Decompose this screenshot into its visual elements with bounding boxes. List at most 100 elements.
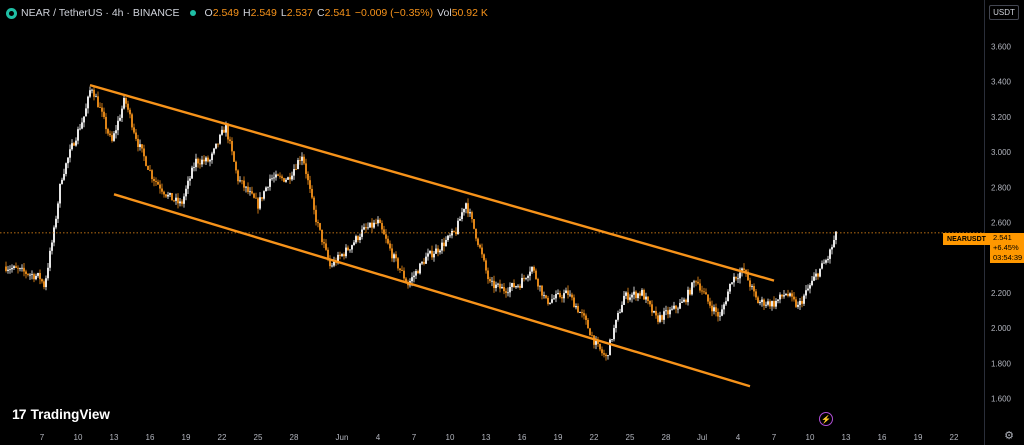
candle-body — [663, 311, 665, 320]
candle-body — [399, 268, 401, 271]
last-price-label: 2.541 +6.45% 03:54:39 — [990, 233, 1024, 263]
candle-body — [303, 156, 305, 164]
candle-body — [17, 267, 19, 269]
candle-body — [463, 208, 465, 213]
candle-body — [563, 293, 565, 299]
candle-body — [753, 286, 755, 292]
candle-body — [345, 247, 347, 257]
high-label: H — [242, 7, 251, 19]
candle-body — [513, 283, 515, 288]
candle-body — [671, 308, 673, 310]
candle-body — [651, 304, 653, 313]
candle-body — [605, 354, 607, 357]
candle-body — [485, 260, 487, 271]
symbol-title[interactable]: NEAR / TetherUS · 4h · BINANCE — [21, 7, 180, 19]
candle-body — [623, 295, 625, 305]
candle-body — [61, 179, 63, 184]
candle-body — [9, 269, 11, 271]
candle-body — [431, 250, 433, 258]
candle-body — [599, 343, 601, 350]
candle-body — [597, 340, 599, 344]
candle-body — [537, 278, 539, 287]
x-tick-label: 7 — [412, 433, 417, 442]
candle-body — [683, 299, 685, 302]
candle-body — [387, 238, 389, 244]
candle-body — [213, 148, 215, 154]
candle-body — [143, 148, 145, 157]
candle-body — [587, 319, 589, 329]
candle-body — [247, 186, 249, 192]
candle-body — [161, 188, 163, 192]
change-value: −0.009 (−0.35%) — [354, 7, 434, 19]
candle-body — [471, 212, 473, 220]
candle-body — [497, 283, 499, 285]
candle-body — [245, 186, 247, 188]
candle-body — [389, 243, 391, 249]
candle-body — [363, 227, 365, 230]
candle-body — [603, 353, 605, 355]
candle-body — [177, 197, 179, 204]
tradingview-logo-icon: 17 — [12, 406, 27, 422]
last-price-change: +6.45% — [993, 243, 1019, 252]
candle-body — [477, 238, 479, 245]
candle-body — [283, 178, 285, 182]
low-value: 2.537 — [286, 7, 313, 19]
candle-body — [321, 229, 323, 243]
candle-body — [573, 297, 575, 308]
candle-body — [403, 270, 405, 279]
candle-body — [31, 274, 33, 275]
candle-body — [577, 306, 579, 313]
x-tick-label: 10 — [806, 433, 815, 442]
open-label: O — [204, 7, 213, 19]
candle-body — [525, 277, 527, 279]
candle-body — [581, 312, 583, 314]
candle-body — [315, 209, 317, 223]
candle-body — [59, 183, 61, 204]
open-value: 2.549 — [212, 7, 239, 19]
candle-body — [503, 286, 505, 292]
candle-body — [317, 222, 319, 224]
candle-body — [107, 129, 109, 134]
last-price: 2.541 — [993, 233, 1012, 242]
lightning-icon[interactable]: ⚡ — [819, 412, 833, 426]
candle-body — [311, 188, 313, 198]
candle-body — [397, 258, 399, 269]
candle-body — [745, 269, 747, 272]
candle-body — [159, 184, 161, 189]
currency-button[interactable]: USDT — [989, 5, 1019, 20]
candle-body — [657, 315, 659, 322]
gear-icon[interactable]: ⚙ — [1004, 430, 1014, 442]
volume-value: 50.92 K — [451, 7, 488, 19]
candle-body — [709, 301, 711, 306]
candle-body — [493, 280, 495, 289]
y-tick-label: 3.400 — [991, 78, 1012, 87]
candle-body — [207, 157, 209, 162]
candle-body — [417, 271, 419, 274]
candle-body — [567, 290, 569, 295]
candle-body — [429, 250, 431, 254]
x-tick-label: 28 — [662, 433, 671, 442]
candle-body — [297, 160, 299, 170]
candle-body — [141, 144, 143, 149]
candle-body — [45, 278, 47, 288]
tradingview-logo[interactable]: 17 TradingView — [12, 406, 110, 422]
candle-body — [265, 187, 267, 192]
candle-body — [275, 174, 277, 178]
candle-body — [515, 286, 517, 288]
x-tick-label: 25 — [626, 433, 635, 442]
candle-body — [433, 253, 435, 258]
candle-body — [35, 275, 37, 280]
candle-body — [717, 311, 719, 317]
candle-body — [737, 278, 739, 280]
candle-body — [783, 295, 785, 297]
candle-body — [639, 293, 641, 296]
y-tick-label: 1.600 — [991, 395, 1012, 404]
candle-body — [545, 295, 547, 298]
candle-body — [359, 236, 361, 241]
candle-body — [767, 301, 769, 305]
y-tick-label: 3.200 — [991, 113, 1012, 122]
chart-header: NEAR / TetherUS · 4h · BINANCE O 2.549 H 2… — [6, 5, 492, 21]
candle-body — [289, 177, 291, 180]
candle-body — [559, 292, 561, 298]
